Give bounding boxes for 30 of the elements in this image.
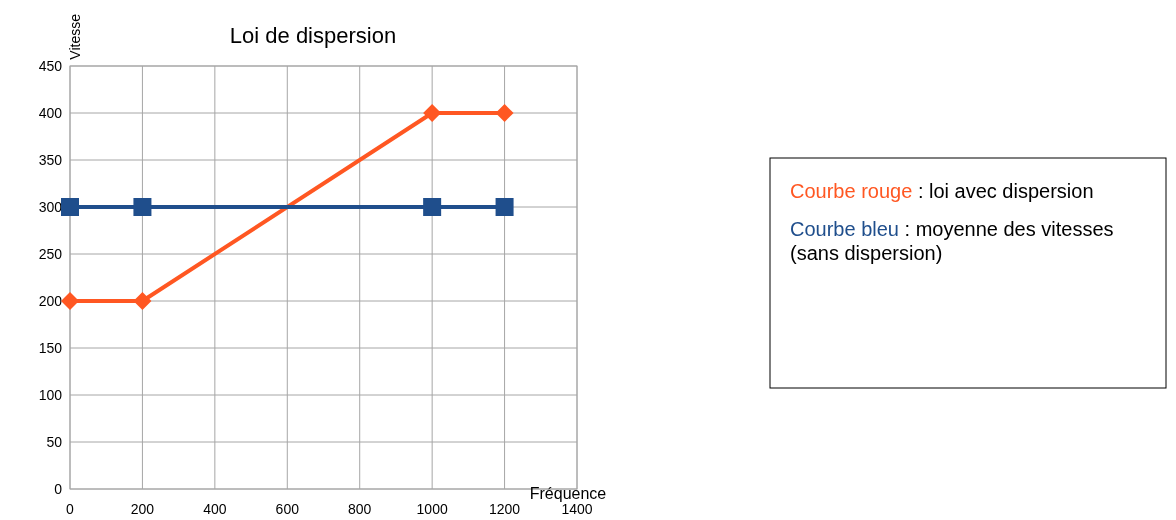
y-tick-label: 350 xyxy=(38,151,63,168)
x-tick-label: 200 xyxy=(130,500,155,517)
point xyxy=(133,292,152,310)
x-tick-label: 1400 xyxy=(561,500,593,517)
x-tick-label: 1200 xyxy=(488,500,521,517)
y-tick-label: 250 xyxy=(38,245,63,262)
y-axis-title: Vitesse xyxy=(66,13,83,60)
point xyxy=(495,198,514,216)
x-tick-label: 800 xyxy=(348,500,372,517)
y-tick-label: 200 xyxy=(38,292,63,309)
y-tick-label: 400 xyxy=(38,104,63,121)
point xyxy=(423,198,442,216)
y-tick-label: 300 xyxy=(38,198,63,215)
point xyxy=(495,104,514,122)
x-tick-label: 400 xyxy=(203,500,227,517)
x-axis-title: Fréquence xyxy=(529,485,607,502)
y-tick-label: 150 xyxy=(38,339,63,356)
point xyxy=(61,198,79,216)
point xyxy=(133,198,152,216)
x-tick-label: 0 xyxy=(66,500,75,517)
text: Courbe bleu : moyenne des vitesses (sans dispersion) xyxy=(790,218,1114,264)
point xyxy=(61,292,79,310)
y-tick-label: 0 xyxy=(54,480,63,497)
x-tick-label: 1000 xyxy=(416,500,448,517)
y-tick-label: 450 xyxy=(38,57,63,74)
y-tick-label: 100 xyxy=(38,386,63,403)
text: Courbe rouge : loi avec dispersion xyxy=(790,180,1094,202)
x-tick-label: 600 xyxy=(275,500,300,517)
y-tick-label: 50 xyxy=(46,433,63,450)
chart-title: Loi de dispersion xyxy=(229,23,397,48)
